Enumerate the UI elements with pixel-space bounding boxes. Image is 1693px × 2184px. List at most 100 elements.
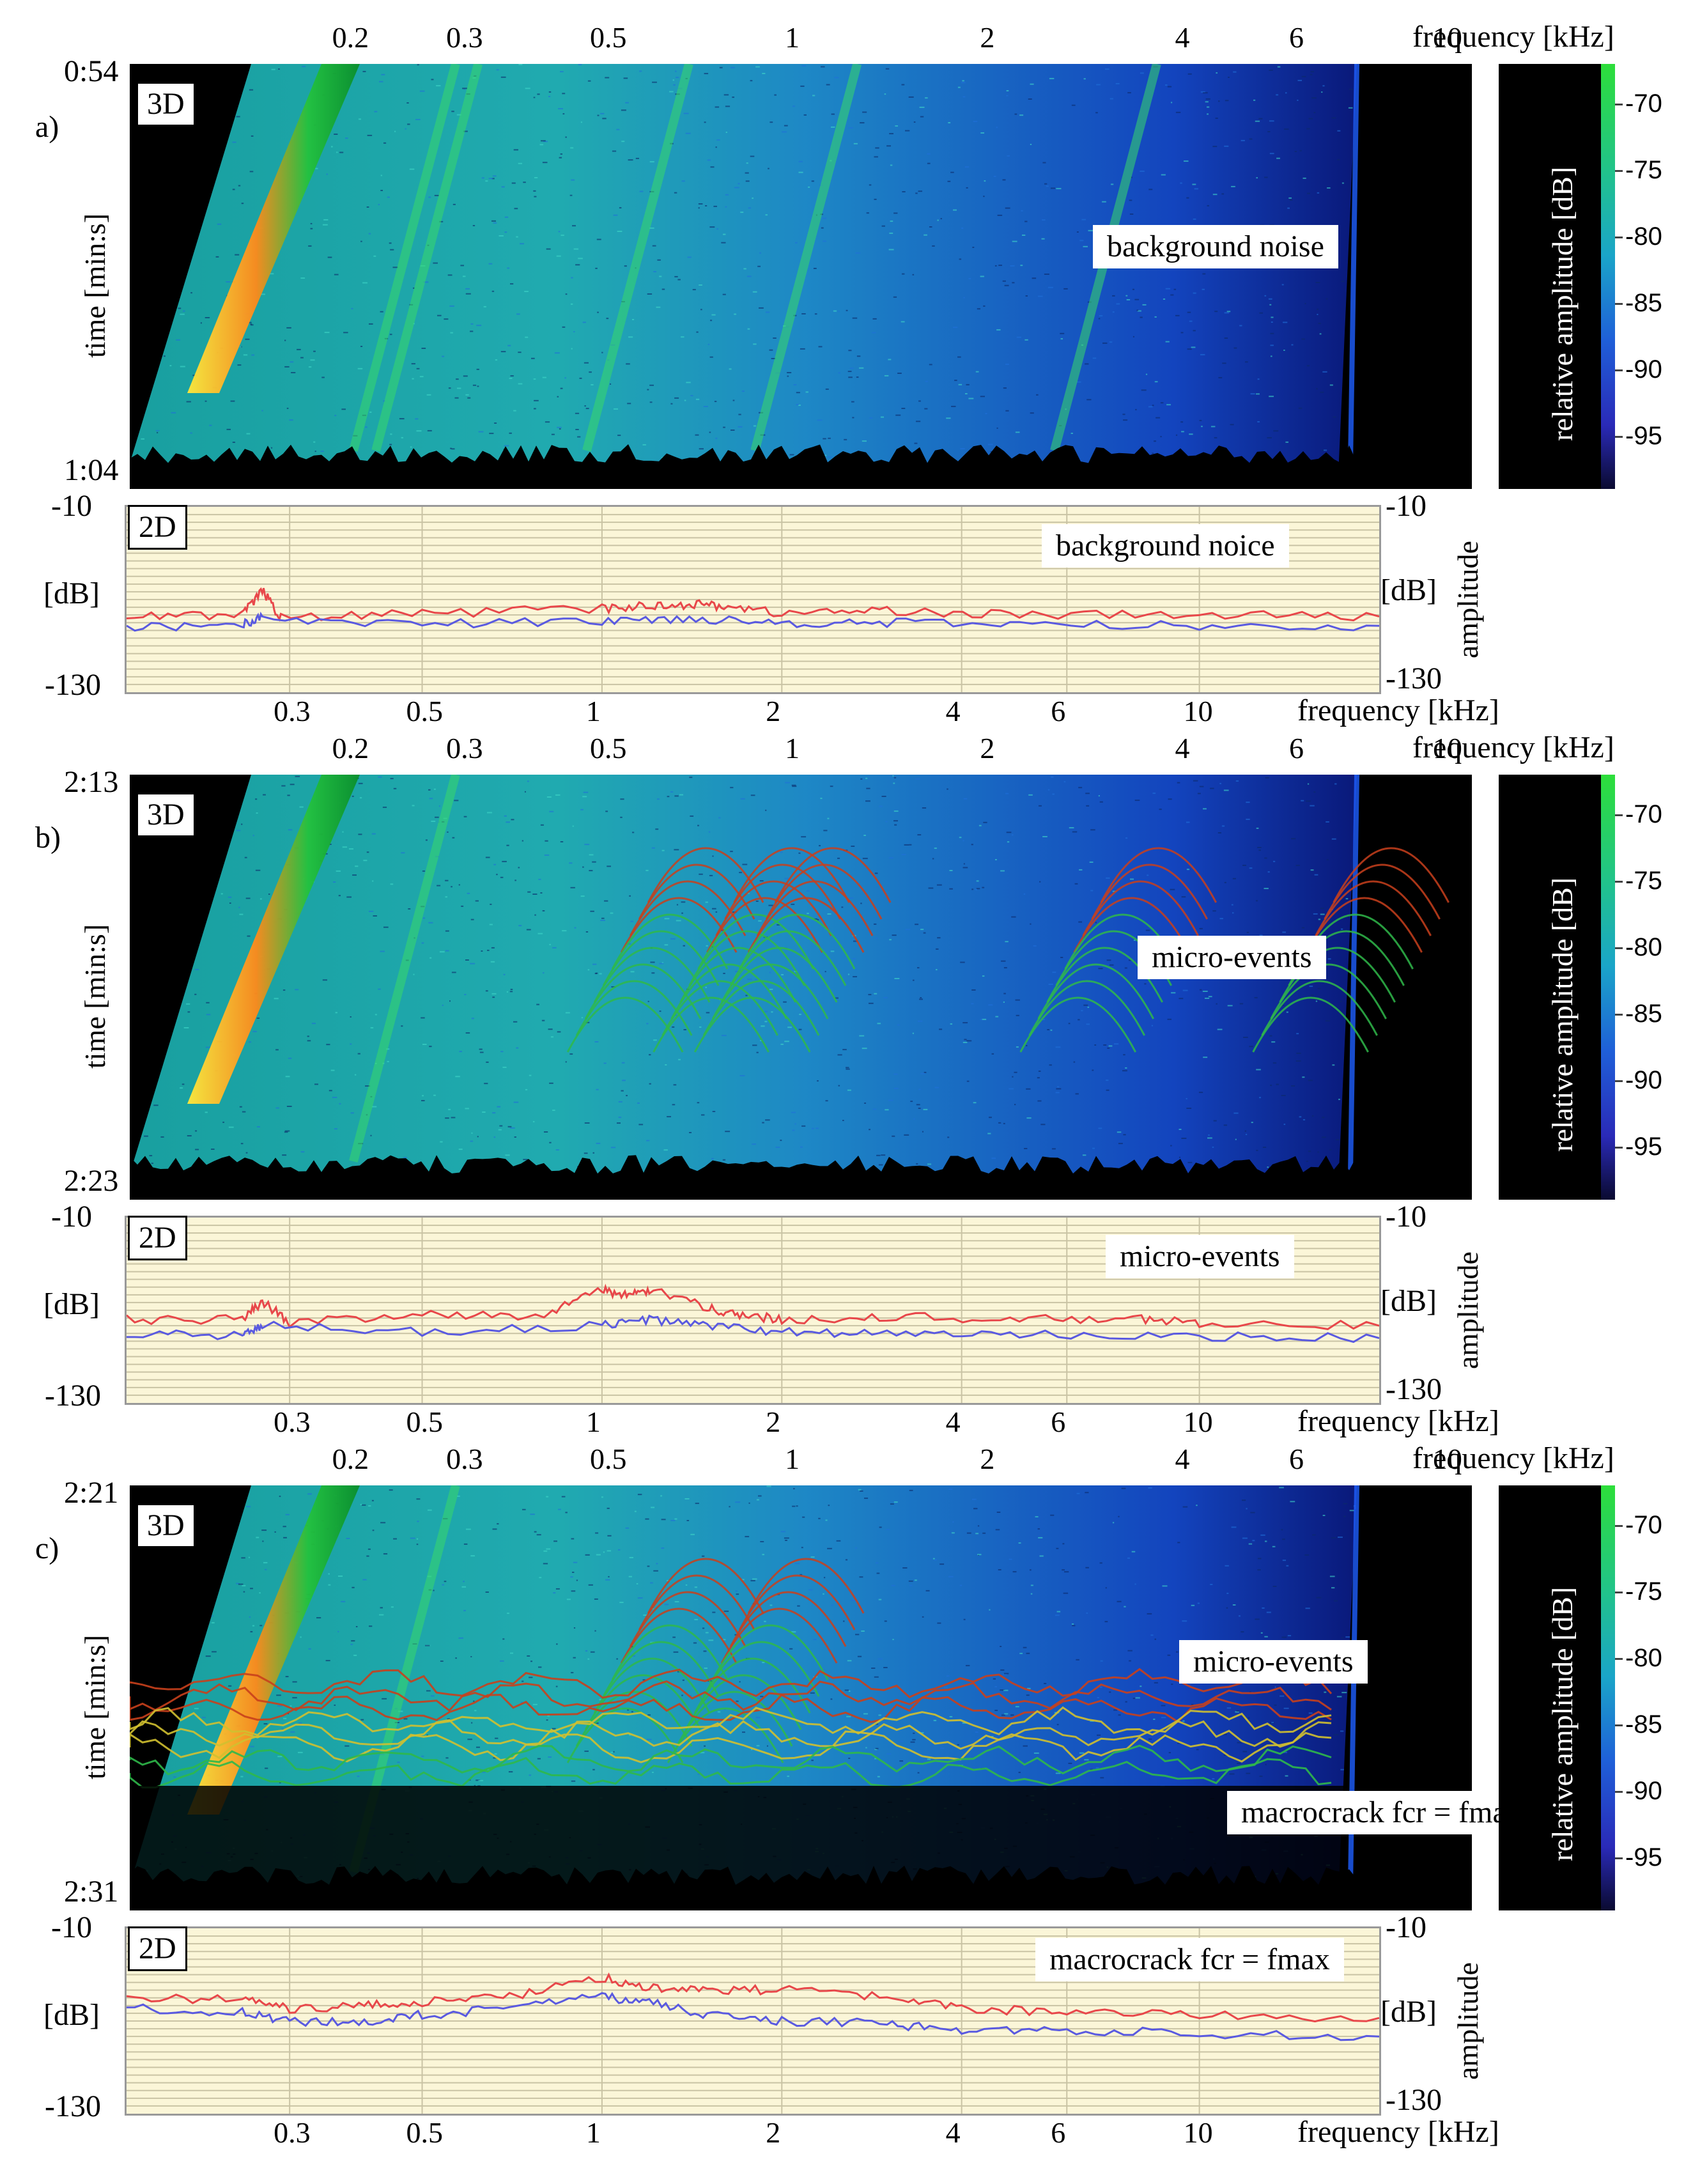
colorbar-tick-mark <box>1615 369 1623 371</box>
harmonic-line <box>750 64 862 452</box>
colorbar-tick: -80 <box>1625 1644 1662 1673</box>
y-axis-unit: [dB] <box>43 1287 100 1321</box>
top-freq-tick: 4 <box>1175 732 1190 764</box>
y-axis-top-tick: -10 <box>51 489 92 523</box>
view-tag-2d: 2D <box>128 1216 187 1260</box>
grid <box>127 1218 1379 1403</box>
colorbar <box>1601 775 1615 1200</box>
harmonic-band <box>187 64 360 393</box>
colorbar-frame <box>1499 1485 1601 1910</box>
colorbar-tick-mark <box>1615 947 1623 950</box>
panel-b: b) 0.2 0.3 0.5 1 2 4 6 10 frequency [kHz] 3D micro-… <box>0 711 1693 1437</box>
noise-speckle <box>144 775 1353 1169</box>
top-freq-tick: 0.3 <box>446 21 483 54</box>
series-red <box>127 1283 1379 1331</box>
colorbar-tick-mark <box>1615 1080 1623 1082</box>
bottom-freq-tick: 0.5 <box>406 2116 444 2149</box>
bottom-freq-tick: 0.5 <box>406 1406 444 1438</box>
top-freq-tick: 2 <box>980 21 995 54</box>
harmonic-line <box>349 64 460 452</box>
time-end-label: 2:23 <box>64 1164 119 1198</box>
bottom-freq-tick: 1 <box>585 2116 601 2149</box>
colorbar-tick: -95 <box>1625 1132 1662 1161</box>
baseline <box>130 1155 1357 1200</box>
bottom-freq-tick: 0.3 <box>274 695 311 727</box>
colorbar-tick-mark <box>1615 1014 1623 1016</box>
annotation-3d: background noise <box>1093 225 1338 268</box>
y-axis-top-tick-right: -10 <box>1386 1200 1426 1234</box>
top-freq-tick: 0.2 <box>332 21 369 54</box>
top-freq-tick: 0.2 <box>332 732 369 764</box>
spectrogram-3d-canvas <box>130 775 1472 1200</box>
colorbar-tick-mark <box>1615 1857 1623 1859</box>
bottom-freq-tick: 0.3 <box>274 2116 311 2149</box>
colorbar-label: relative amplitude [dB] <box>1546 877 1579 1152</box>
colorbar-tick: -95 <box>1625 1843 1662 1871</box>
colorbar-tick-mark <box>1615 1658 1623 1661</box>
series-red <box>127 587 1379 622</box>
macrocrack-front <box>130 1668 1333 1789</box>
colorbar-tick-mark <box>1615 1525 1623 1528</box>
colorbar-tick-mark <box>1615 104 1623 106</box>
series-red <box>127 1972 1379 2023</box>
baseline <box>130 444 1357 489</box>
bottom-freq-axis-label: frequency [kHz] <box>1297 1404 1499 1438</box>
panel-label: a) <box>35 110 59 144</box>
micro-event-peak <box>667 1558 865 1763</box>
y-axis-bottom-tick-right: -130 <box>1386 662 1442 695</box>
bottom-freq-tick: 2 <box>766 1406 781 1438</box>
bottom-freq-tick: 1 <box>585 1406 601 1438</box>
top-freq-tick: 6 <box>1288 732 1304 764</box>
top-freq-tick: 0.5 <box>590 1443 627 1475</box>
series-blue <box>127 1314 1379 1344</box>
panel-label: c) <box>35 1531 59 1565</box>
view-tag-2d: 2D <box>128 505 187 550</box>
colorbar-tick: -90 <box>1625 1776 1662 1805</box>
noise-field <box>130 775 1357 1174</box>
top-freq-tick: 6 <box>1288 1443 1304 1475</box>
colorbar-tick: -85 <box>1625 1710 1662 1739</box>
view-tag-3d: 3D <box>136 793 196 837</box>
spectrogram-3d <box>130 1485 1472 1910</box>
annotation-2d: macrocrack fcr = fmax <box>1035 1938 1344 1981</box>
micro-event-peak <box>653 847 850 1053</box>
top-freq-tick: 10 <box>1432 732 1462 764</box>
top-freq-tick: 1 <box>785 732 800 764</box>
top-freq-axis-label: frequency [kHz] <box>1412 20 1614 54</box>
time-axis-label: time [min:s] <box>79 1634 111 1779</box>
colorbar-tick: -70 <box>1625 89 1662 118</box>
panel-label: b) <box>35 821 61 855</box>
amplitude-axis-label: amplitude <box>1451 1251 1484 1369</box>
colorbar-label: relative amplitude [dB] <box>1546 166 1579 441</box>
amplitude-axis-label: amplitude <box>1451 541 1484 658</box>
y-axis-bottom-tick: -130 <box>45 2089 101 2123</box>
annotation-2d: micro-events <box>1106 1235 1294 1278</box>
colorbar-tick-mark <box>1615 303 1623 306</box>
time-axis-label: time [min:s] <box>79 213 111 358</box>
bottom-freq-tick: 0.5 <box>406 695 444 727</box>
y-axis-unit-right: [dB] <box>1380 573 1437 607</box>
micro-event-peak <box>693 847 892 1053</box>
spectrogram-3d <box>130 775 1472 1200</box>
colorbar-tick-mark <box>1615 170 1623 173</box>
colorbar-tick-mark <box>1615 236 1623 239</box>
y-axis-unit: [dB] <box>43 1998 100 2032</box>
time-start-label: 2:13 <box>64 765 119 799</box>
top-freq-tick: 0.3 <box>446 1443 483 1475</box>
top-freq-axis-label: frequency [kHz] <box>1412 731 1614 764</box>
colorbar-tick: -80 <box>1625 933 1662 962</box>
colorbar-tick: -75 <box>1625 156 1662 185</box>
colorbar-tick: -95 <box>1625 421 1662 450</box>
panel-a: a) 0.2 0.3 0.5 1 2 4 6 10 frequency [kHz] 3D backgr… <box>0 0 1693 726</box>
top-freq-tick: 10 <box>1432 1443 1462 1475</box>
view-tag-3d: 3D <box>136 82 196 127</box>
colorbar-tick-mark <box>1615 814 1623 817</box>
spectrogram-3d-canvas <box>130 1485 1472 1910</box>
time-end-label: 2:31 <box>64 1875 119 1909</box>
view-tag-3d: 3D <box>136 1503 196 1548</box>
colorbar-tick: -70 <box>1625 800 1662 829</box>
colorbar-tick-mark <box>1615 1790 1623 1793</box>
top-freq-axis-label: frequency [kHz] <box>1412 1441 1614 1475</box>
amplitude-axis-label: amplitude <box>1451 1962 1484 2080</box>
colorbar-frame <box>1499 775 1601 1200</box>
